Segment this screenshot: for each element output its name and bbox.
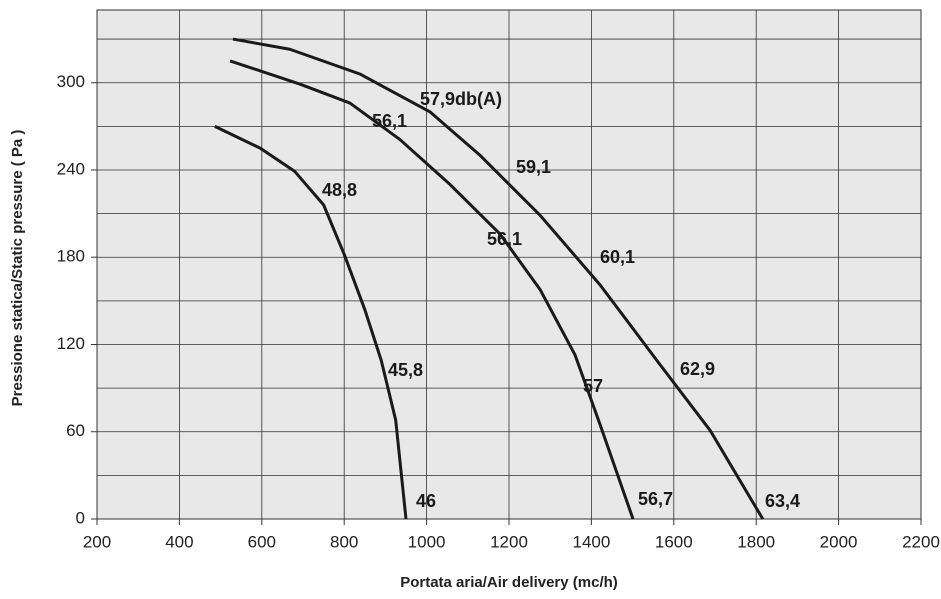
curve-annotation: 45,8 <box>388 360 423 380</box>
curve-annotation: 57 <box>583 376 603 396</box>
x-tick-label: 600 <box>248 532 276 551</box>
curve-annotation: 63,4 <box>765 491 800 511</box>
y-tick-label: 0 <box>76 508 85 527</box>
y-axis-title: Pressione statica/Static pressure ( Pa ) <box>9 130 26 407</box>
x-tick-label: 1200 <box>490 532 528 551</box>
curve-annotation: 60,1 <box>600 247 635 267</box>
y-tick-label: 180 <box>57 247 85 266</box>
curve-annotation: 59,1 <box>516 157 551 177</box>
y-tick-label: 240 <box>57 159 85 178</box>
x-axis-title: Portata aria/Air delivery (mc/h) <box>400 574 618 591</box>
curve-annotation: 57,9db(A) <box>420 89 502 109</box>
curve-annotation: 46 <box>416 491 436 511</box>
x-tick-label: 2200 <box>902 532 940 551</box>
x-tick-label: 1600 <box>655 532 693 551</box>
curve <box>229 59 635 520</box>
x-tick-label: 400 <box>165 532 193 551</box>
y-tick-label: 60 <box>66 421 85 440</box>
plot-border <box>96 9 922 520</box>
y-tick-label: 120 <box>57 334 85 353</box>
x-tick-label: 1400 <box>572 532 610 551</box>
curve-annotation: 48,8 <box>322 180 357 200</box>
x-tick-label: 800 <box>330 532 358 551</box>
curve <box>232 37 765 520</box>
curve-annotation: 62,9 <box>680 359 715 379</box>
curve <box>214 124 408 520</box>
y-tick-label: 300 <box>57 72 85 91</box>
curve-annotation: 56,7 <box>638 489 673 509</box>
x-tick-label: 2000 <box>820 532 858 551</box>
x-tick-label: 1800 <box>737 532 775 551</box>
x-tick-label: 1000 <box>408 532 446 551</box>
curve-annotation: 56,1 <box>487 229 522 249</box>
x-tick-label: 200 <box>83 532 111 551</box>
curve-annotation: 56,1 <box>372 111 407 131</box>
